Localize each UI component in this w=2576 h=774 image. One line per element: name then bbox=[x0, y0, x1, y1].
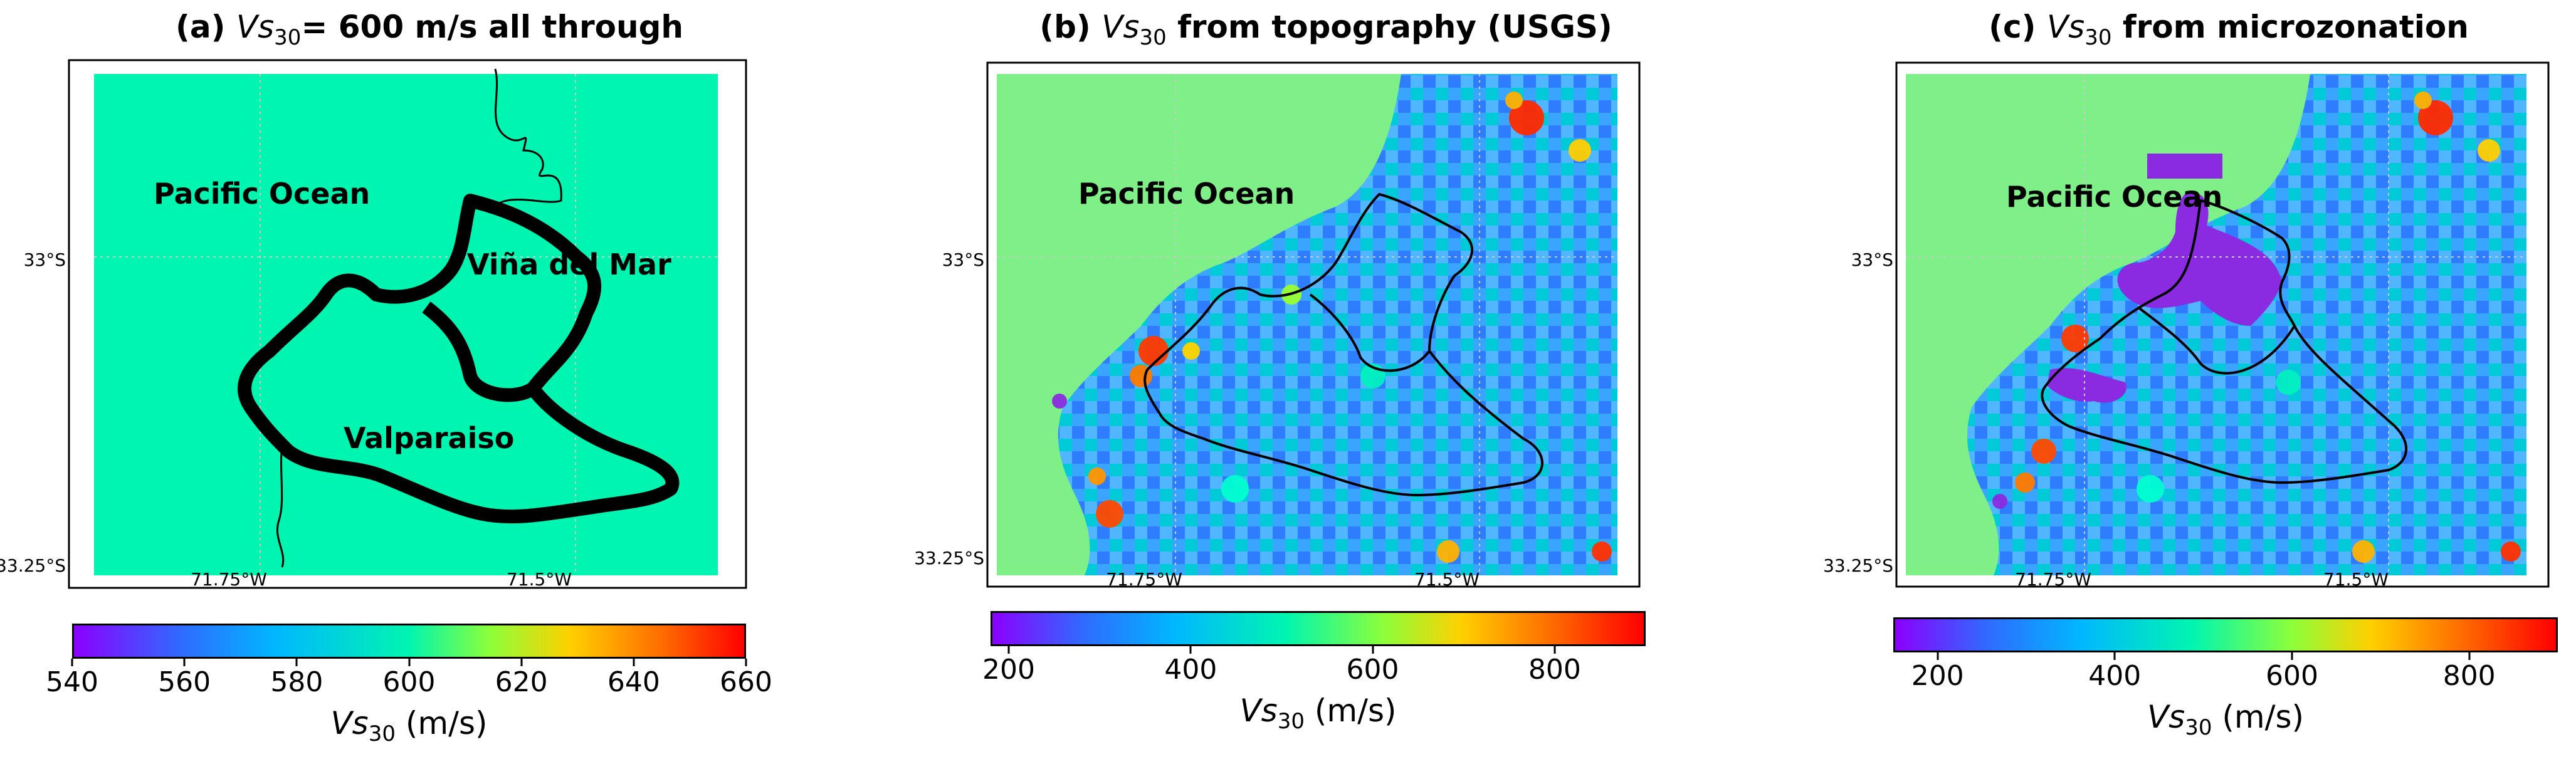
colorbar-tick: 200 bbox=[1911, 660, 1964, 692]
purple-zone bbox=[2117, 192, 2282, 326]
river-line bbox=[488, 68, 562, 214]
colorbar-gradient bbox=[72, 624, 746, 659]
panel-c-title: (c) Vs30 from microzonation bbox=[1989, 9, 2469, 50]
colorbar-tick: 540 bbox=[46, 666, 98, 698]
colorbar-label: Vs30 (m/s) bbox=[2147, 699, 2305, 740]
panel-a: (a) Vs30= 600 m/s all through Pacific Oc… bbox=[0, 0, 859, 774]
lat-tick: 33°S bbox=[24, 249, 66, 270]
lat-tick: 33°S bbox=[942, 249, 984, 270]
lon-tick: 71.5°W bbox=[507, 569, 572, 590]
colorbar-tick: 600 bbox=[382, 666, 436, 698]
boundary-line bbox=[238, 194, 680, 524]
lon-tick: 71.75°W bbox=[1106, 569, 1182, 590]
colorbar-tick: 400 bbox=[1164, 654, 1217, 686]
ocean-label: Pacific Ocean bbox=[1078, 177, 1295, 211]
colorbar-tick: 800 bbox=[2442, 660, 2496, 692]
colorbar-tick: 400 bbox=[2088, 660, 2142, 692]
panel-b-title: (b) Vs30 from topography (USGS) bbox=[1039, 9, 1612, 50]
panel-b: (b) Vs30 from topography (USGS) bbox=[896, 0, 1755, 774]
colorbar-tick: 580 bbox=[270, 666, 323, 698]
purple-zone bbox=[2147, 154, 2222, 179]
lat-tick: 33.25°S bbox=[1823, 555, 1893, 576]
colorbar-tick: 620 bbox=[495, 666, 548, 698]
land-field bbox=[1058, 74, 1617, 575]
colorbar-tick: 640 bbox=[607, 666, 660, 698]
panel-a-title: (a) Vs30= 600 m/s all through bbox=[176, 9, 683, 50]
ocean-label: Pacific Ocean bbox=[2006, 180, 2222, 214]
lon-tick: 71.75°W bbox=[2015, 569, 2091, 590]
boundary-line bbox=[422, 301, 537, 402]
lat-tick: 33.25°S bbox=[0, 555, 66, 576]
lon-tick: 71.5°W bbox=[2323, 569, 2389, 590]
colorbar-gradient bbox=[1893, 617, 2558, 652]
colorbar-label: Vs30 (m/s) bbox=[1239, 693, 1397, 734]
colorbar-tick: 600 bbox=[1346, 654, 1399, 686]
colorbar-tick: 800 bbox=[1528, 654, 1581, 686]
colorbar-gradient bbox=[991, 611, 1646, 646]
ocean-label: Pacific Ocean bbox=[154, 177, 370, 211]
lon-tick: 71.5°W bbox=[1414, 569, 1480, 590]
colorbar-tick: 560 bbox=[158, 666, 211, 698]
panel-a-map: Pacific Ocean Viña del Mar Valparaiso 33… bbox=[0, 59, 747, 590]
boundary-line bbox=[1143, 192, 1543, 497]
purple-zone bbox=[2047, 368, 2127, 403]
boundary-line bbox=[1309, 293, 1431, 372]
city-label-vina: Viña del Mar bbox=[467, 248, 671, 281]
river-line bbox=[276, 444, 285, 568]
boundary-line bbox=[2137, 306, 2296, 375]
colorbar-label: Vs30 (m/s) bbox=[330, 705, 488, 746]
panel-b-map: Pacific Ocean 33°S 33.25°S 71.75°W 71.5°… bbox=[914, 61, 1641, 590]
city-label-valparaiso: Valparaiso bbox=[344, 421, 514, 455]
boundary-line bbox=[2041, 199, 2407, 484]
lat-tick: 33.25°S bbox=[914, 548, 984, 568]
colorbar-tick: 660 bbox=[720, 666, 772, 698]
colorbar-tick: 600 bbox=[2266, 660, 2318, 692]
panel-c: (c) Vs30 from microzonation bbox=[1799, 0, 2576, 774]
panel-c-map: Pacific Ocean 33°S 33.25°S 71.75°W 71.5°… bbox=[1823, 61, 2550, 590]
lat-tick: 33°S bbox=[1851, 249, 1893, 270]
colorbar-tick: 200 bbox=[982, 654, 1036, 686]
lon-tick: 71.75°W bbox=[191, 569, 267, 590]
